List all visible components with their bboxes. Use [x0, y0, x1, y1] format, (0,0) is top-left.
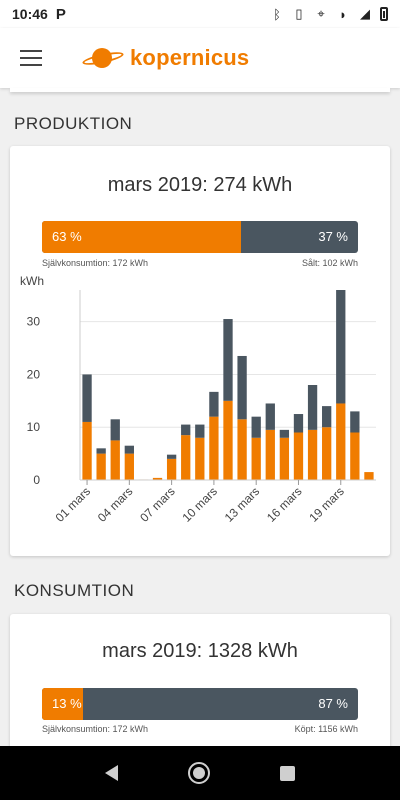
x-tick-label: 10 mars	[179, 484, 220, 525]
logo-text: kopernicus	[130, 45, 250, 70]
bar-self-consumption	[209, 416, 219, 480]
y-tick-label: 0	[33, 473, 40, 487]
consumption-self-fill	[42, 688, 84, 720]
status-bar: 10:46 P ᛒ ▯ ⌖ ◗ ◢	[0, 0, 400, 28]
consumption-bought-percent: 87 %	[318, 696, 348, 711]
bar-self-consumption	[364, 472, 374, 480]
y-axis-label: kWh	[20, 276, 44, 288]
x-tick-label: 07 mars	[137, 484, 178, 525]
production-section-title: PRODUKTION	[14, 114, 133, 133]
bar-sold	[110, 419, 120, 441]
nav-bar	[0, 746, 400, 800]
bar-sold	[251, 416, 261, 438]
bar-self-consumption	[166, 458, 177, 480]
logo: kopernicus	[81, 45, 250, 71]
bar-self-consumption	[152, 477, 163, 480]
bar-self-consumption	[124, 453, 134, 480]
wifi-icon: ◗	[339, 6, 347, 22]
x-tick-label: 13 mars	[222, 484, 263, 525]
planet-logo-icon	[81, 45, 126, 71]
bar-self-consumption	[82, 421, 92, 480]
x-tick-label: 19 mars	[306, 484, 347, 525]
consumption-card-title: mars 2019: 1328 kWh	[102, 640, 298, 662]
battery-icon	[380, 7, 388, 21]
production-self-percent: 63 %	[52, 229, 82, 244]
status-icons: ᛒ ▯ ⌖ ◗ ◢	[270, 6, 388, 22]
bar-sold	[279, 429, 290, 438]
bluetooth-icon: ᛒ	[273, 6, 281, 22]
y-tick-label: 30	[27, 315, 41, 329]
bar-self-consumption	[181, 435, 191, 480]
bar-sold	[96, 448, 106, 454]
bar-self-consumption	[293, 432, 304, 480]
production-self-fill	[42, 221, 242, 253]
bar-self-consumption	[195, 437, 205, 480]
menu-icon[interactable]	[20, 50, 42, 66]
bar-sold	[166, 454, 177, 459]
consumption-card: mars 2019: 1328 kWh 13 % 87 % Självkonsu…	[10, 614, 390, 764]
y-tick-label: 10	[27, 420, 41, 434]
bar-sold	[307, 385, 318, 430]
consumption-split-bar: 13 % 87 %	[42, 688, 358, 720]
bar-sold	[223, 319, 233, 401]
bar-sold	[265, 403, 275, 430]
production-card: mars 2019: 274 kWh 63 % 37 % Självkonsum…	[10, 146, 390, 556]
bar-self-consumption	[322, 427, 332, 480]
previous-card-edge	[10, 88, 390, 92]
bar-self-consumption	[307, 429, 318, 480]
production-split-bar: 63 % 37 %	[42, 221, 358, 253]
vibrate-icon: ▯	[295, 6, 303, 21]
bar-self-consumption	[223, 400, 233, 480]
bar-sold	[237, 355, 247, 420]
consumption-bought-caption: Köpt: 1156 kWh	[294, 724, 358, 734]
production-chart: kWh 0 10 20 30 01 mars 04 mars 07 mars 10 mars 13…	[20, 276, 376, 525]
bar-sold	[322, 406, 332, 428]
recent-apps-icon[interactable]	[280, 765, 295, 781]
bar-self-consumption	[237, 419, 247, 480]
x-tick-label: 04 mars	[95, 484, 136, 525]
consumption-self-percent: 13 %	[52, 696, 82, 711]
x-tick-label: 16 mars	[264, 484, 305, 525]
bar-sold	[82, 374, 92, 422]
location-icon: ⌖	[317, 6, 325, 21]
bar-self-consumption	[336, 403, 346, 480]
bar-sold	[209, 391, 219, 417]
bar-self-consumption	[265, 429, 275, 480]
bar-sold	[181, 424, 191, 436]
bar-sold	[195, 424, 205, 438]
production-card-title: mars 2019: 274 kWh	[107, 174, 293, 196]
production-sold-percent: 37 %	[318, 229, 348, 244]
p-icon: P	[55, 5, 66, 23]
home-icon[interactable]	[188, 762, 210, 784]
production-self-caption: Självkonsumtion: 172 kWh	[42, 258, 149, 268]
consumption-section-title: KONSUMTION	[14, 581, 135, 600]
bar-self-consumption	[251, 437, 261, 480]
bar-sold	[124, 445, 134, 454]
bar-self-consumption	[110, 440, 120, 480]
production-sold-caption: Sålt: 102 kWh	[301, 258, 358, 268]
bar-sold	[293, 414, 304, 433]
app-bar: kopernicus	[0, 28, 400, 88]
x-tick-label: 01 mars	[53, 484, 94, 525]
bar-self-consumption	[350, 432, 360, 480]
consumption-self-caption: Självkonsumtion: 172 kWh	[42, 724, 149, 734]
bar-self-consumption	[96, 453, 106, 480]
signal-icon: ◢	[360, 6, 370, 21]
y-tick-label: 20	[27, 367, 41, 381]
bar-sold	[336, 290, 346, 404]
bar-sold	[350, 411, 360, 433]
bar-self-consumption	[279, 437, 290, 480]
back-icon[interactable]	[105, 765, 118, 781]
status-time: 10:46	[12, 6, 48, 22]
